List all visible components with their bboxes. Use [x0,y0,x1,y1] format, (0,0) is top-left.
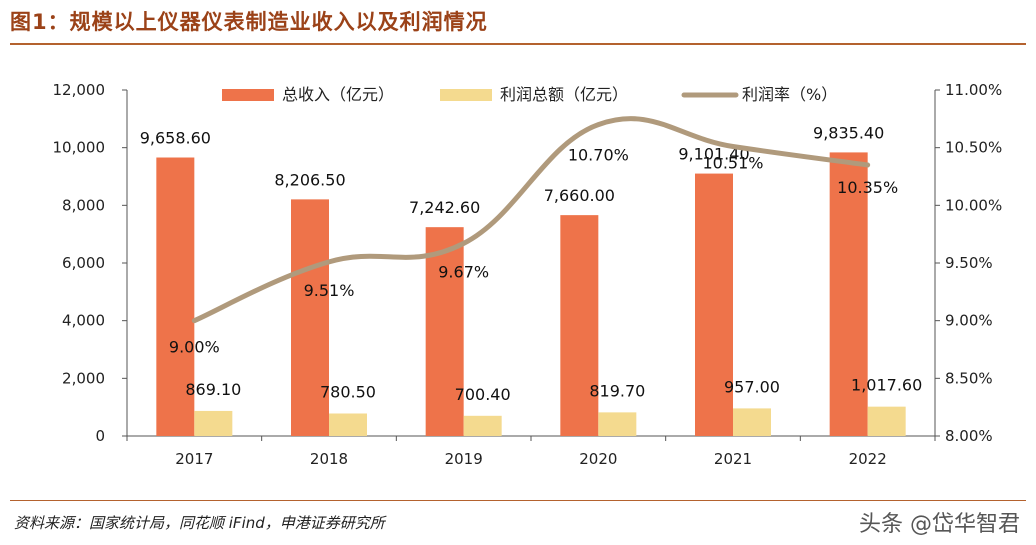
left-tick-label: 12,000 [53,81,106,99]
profit-rate-label: 9.00% [169,338,220,357]
profit-rate-label: 9.51% [304,281,355,300]
profit-bar [194,410,233,436]
profit-rate-point [463,242,465,244]
profit-bar [733,408,771,436]
revenue-label: 8,206.50 [274,170,345,189]
x-tick-label: 2017 [175,450,213,468]
right-tick-label: 11.00% [945,81,1002,99]
profit-rate-line [191,116,871,324]
revenue-bar [695,173,733,436]
left-tick-label: 2,000 [62,369,105,387]
source-note: 资料来源：国家统计局，同花顺 iFind，申港证券研究所 [14,514,385,532]
legend-label-profit: 利润总额（亿元） [500,85,628,104]
legend-label-rate: 利润率（%） [742,85,837,104]
left-tick-label: 4,000 [62,312,105,330]
footer-divider [10,500,1026,501]
profit-bar [867,406,906,436]
x-tick-label: 2021 [714,450,752,468]
right-tick-label: 8.50% [945,369,993,387]
profit-label: 819.70 [589,381,645,400]
profit-label: 1,017.60 [851,376,922,395]
profit-label: 957.00 [724,377,780,396]
profit-rate-point [328,261,330,263]
profit-label: 700.40 [455,385,511,404]
profit-bar [463,415,502,436]
profit-rate-point [867,164,869,166]
right-tick-label: 10.50% [945,139,1002,157]
left-tick-label: 8,000 [62,196,105,214]
right-tick-label: 9.00% [945,312,993,330]
legend-label-revenue: 总收入（亿元） [282,85,394,104]
profit-rate-point [732,146,734,148]
profit-label: 869.10 [185,380,241,399]
right-tick-label: 9.50% [945,254,993,272]
revenue-label: 9,835.40 [813,123,884,142]
profit-rate-point [193,320,195,322]
revenue-label: 7,660.00 [544,186,615,205]
profit-rate-label: 9.67% [438,262,489,281]
x-tick-label: 2022 [849,450,887,468]
right-tick-label: 8.00% [945,427,993,445]
left-tick-label: 0 [95,427,105,445]
title-divider [10,43,1026,45]
legend-swatch-profit [440,89,492,101]
profit-rate-label: 10.35% [837,178,898,197]
revenue-bar [829,152,868,436]
profit-rate-label: 10.70% [568,146,629,165]
profit-bar [329,413,367,436]
chart-svg: 0 2,000 4,000 6,000 8,000 10,000 12,000 8.00% 8.… [53,81,1003,468]
revenue-bar [425,227,464,436]
left-tick-label: 6,000 [62,254,105,272]
revenue-bar [560,215,599,436]
revenue-label: 9,658.60 [140,129,211,148]
watermark: 头条 @岱华智君 [859,512,1020,537]
right-tick-label: 10.00% [945,196,1002,214]
x-tick-label: 2018 [310,450,348,468]
revenue-label: 9,101.40 [678,145,749,164]
revenue-bar [291,199,329,436]
x-tick-label: 2020 [579,450,617,468]
left-tick-label: 10,000 [53,139,106,157]
profit-rate-point [597,124,599,126]
chart-title: 图1：规模以上仪器仪表制造业收入以及利润情况 [10,10,488,34]
revenue-label: 7,242.60 [409,198,480,217]
profit-label: 780.50 [320,382,376,401]
profit-rate-label: 10.51% [702,154,763,173]
x-tick-label: 2019 [445,450,483,468]
revenue-bar [156,157,195,436]
profit-bar [598,412,637,436]
legend-swatch-revenue [222,89,274,101]
